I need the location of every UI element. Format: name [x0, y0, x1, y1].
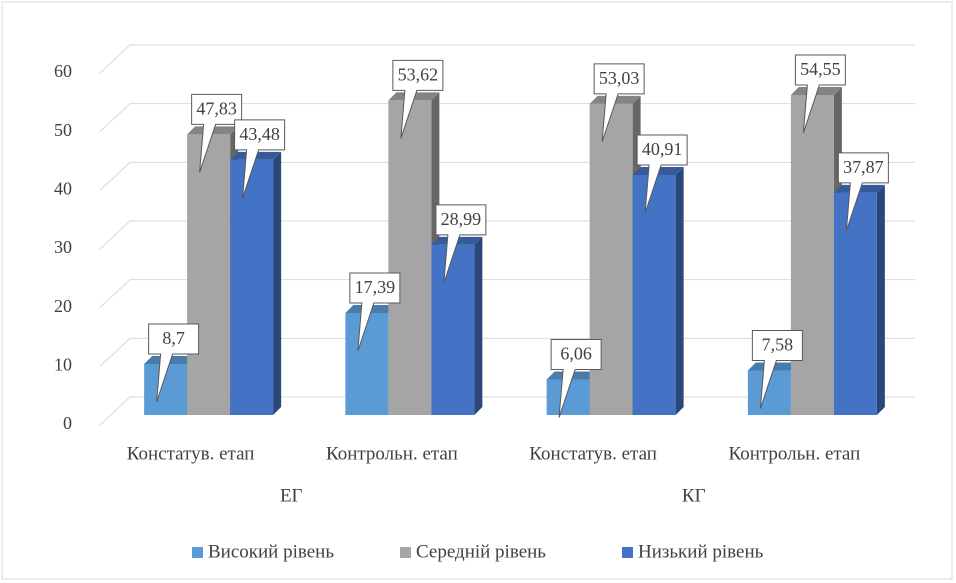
- label-callout: [392, 59, 444, 139]
- data-label: 8,7: [162, 328, 185, 348]
- x-tick-label: Контрольн. етап: [728, 443, 860, 464]
- data-label: 53,62: [398, 65, 439, 85]
- data-label: 37,87: [843, 157, 884, 177]
- bar: [388, 100, 432, 416]
- legend-label: Середній рівень: [416, 541, 546, 562]
- data-label: 53,03: [599, 68, 640, 88]
- legend-label: Низький рівень: [638, 541, 764, 562]
- grid-line: [99, 103, 915, 133]
- x-tick-label: Констатув. етап: [127, 443, 255, 464]
- y-tick-label: 40: [54, 178, 72, 198]
- bar: [833, 192, 877, 415]
- y-tick-label: 10: [54, 354, 72, 374]
- label-callout: [435, 204, 487, 284]
- bar: [790, 94, 834, 416]
- y-tick-label: 60: [54, 61, 72, 81]
- y-tick-label: 30: [54, 237, 72, 257]
- y-tick-label: 20: [54, 296, 72, 316]
- data-label: 40,91: [642, 139, 683, 159]
- group-label: КГ: [682, 485, 706, 506]
- data-label: 7,58: [762, 335, 794, 355]
- data-label: 28,99: [441, 209, 482, 229]
- bar-side: [273, 151, 282, 415]
- legend-swatch: [192, 547, 203, 558]
- label-callout: [794, 54, 846, 134]
- bar-side: [474, 236, 483, 415]
- bar: [345, 312, 389, 415]
- label-callout: [837, 152, 889, 231]
- legend-label: Високий рівень: [208, 541, 334, 562]
- label-callout: [593, 63, 645, 143]
- label-callout: [751, 330, 803, 409]
- bar: [632, 174, 676, 415]
- bar: [230, 159, 274, 415]
- label-callout: [191, 93, 243, 173]
- data-label: 47,83: [196, 99, 237, 119]
- y-tick-label: 50: [54, 120, 72, 140]
- label-callout: [550, 338, 602, 418]
- data-label: 54,55: [800, 59, 841, 79]
- x-tick-label: Констатув. етап: [529, 443, 657, 464]
- label-callout: [234, 119, 286, 199]
- label-callout: [349, 272, 401, 352]
- bar-side: [876, 184, 885, 415]
- label-callout: [148, 323, 200, 403]
- data-label: 17,39: [355, 277, 396, 297]
- data-label: 6,06: [560, 344, 592, 364]
- y-tick-label: 0: [63, 413, 72, 433]
- group-label: ЕГ: [280, 485, 303, 506]
- bar: [431, 244, 475, 415]
- x-tick-label: Контрольн. етап: [326, 443, 458, 464]
- data-label: 43,48: [239, 124, 280, 144]
- grid-line: [99, 44, 915, 74]
- bar: [187, 134, 231, 415]
- bar-side: [675, 166, 684, 415]
- legend-swatch: [622, 547, 633, 558]
- label-callout: [636, 134, 688, 214]
- legend-swatch: [400, 547, 411, 558]
